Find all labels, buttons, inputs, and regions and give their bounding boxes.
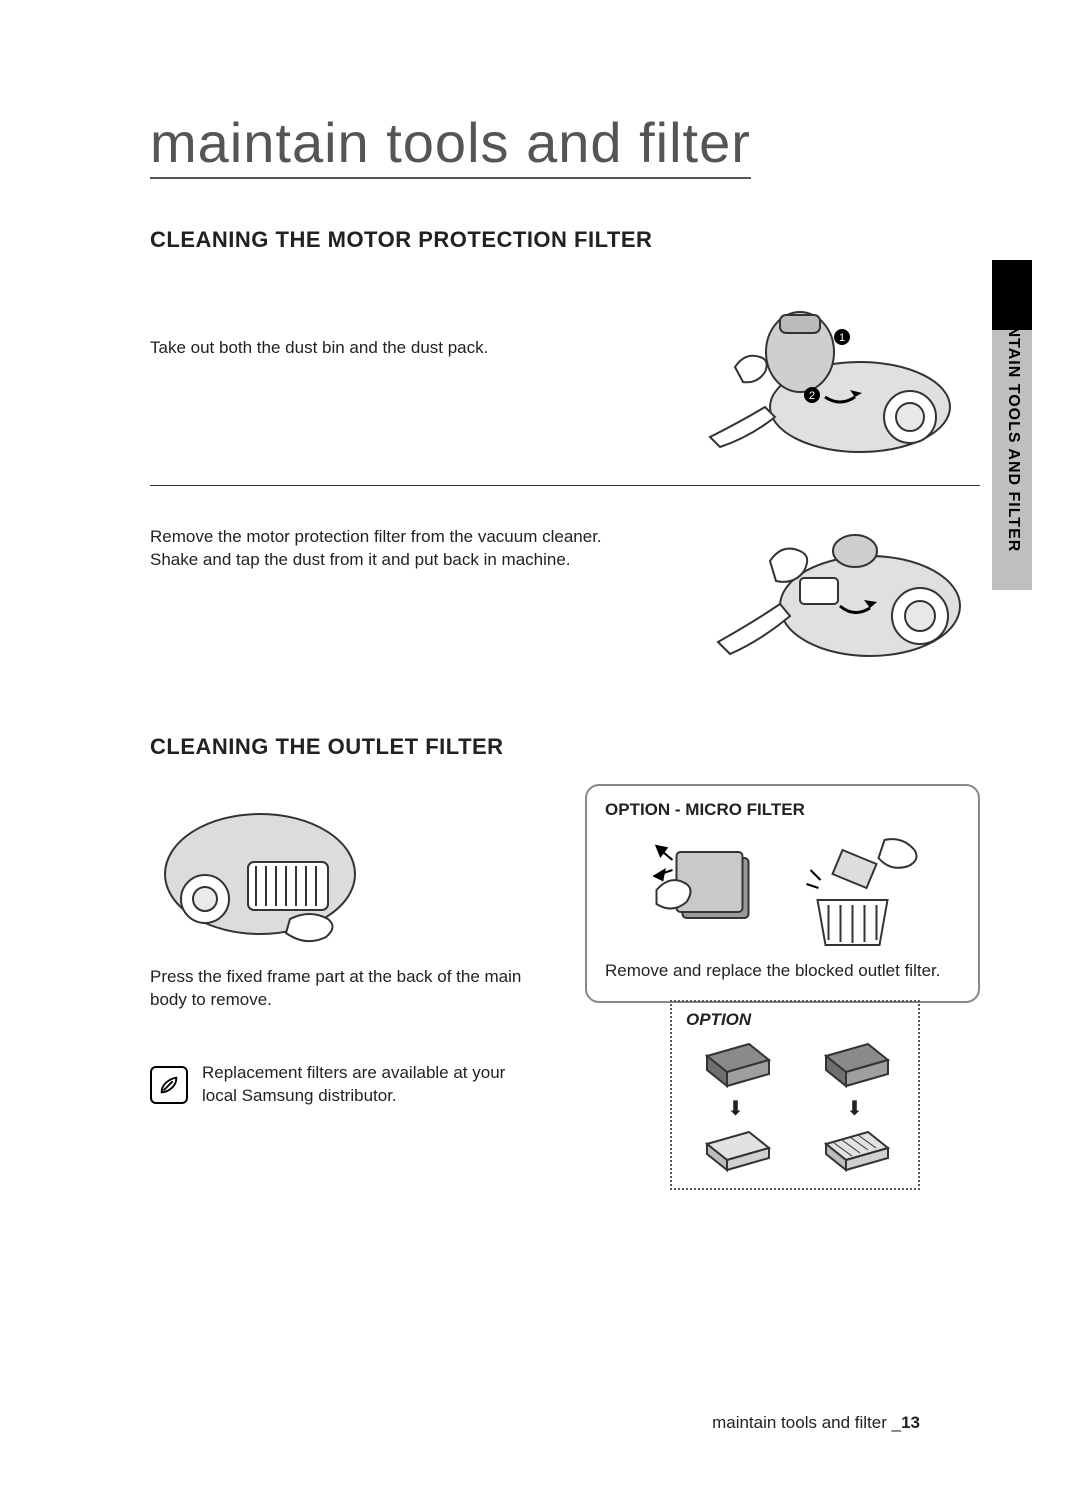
footer-page-number: 13 [901, 1413, 920, 1432]
option-micro-filter-box: OPTION - MICRO FILTER [585, 784, 980, 1003]
step-text-2: Remove the motor protection filter from … [150, 506, 656, 572]
note-text: Replacement filters are available at you… [202, 1062, 532, 1108]
footer-text: maintain tools and filter _ [712, 1413, 901, 1432]
filter-top-right-icon [816, 1040, 894, 1092]
step-figure-2 [680, 506, 980, 666]
step-text-1: Take out both the dust bin and the dust … [150, 297, 656, 360]
arrow-down-left-icon: ⬇ [727, 1099, 744, 1119]
micro-filter-illustration-icon [605, 830, 960, 950]
option-dashed-title: OPTION [686, 1010, 908, 1030]
option-dashed-box: OPTION ⬇ ⬇ [670, 1000, 920, 1190]
leaf-note-icon [158, 1074, 180, 1096]
section-heading-motor-filter: CLEANING THE MOTOR PROTECTION FILTER [150, 227, 980, 253]
arrow-down-right-icon: ⬇ [846, 1099, 863, 1119]
outlet-grid: Press the fixed frame part at the back o… [150, 784, 980, 1012]
vacuum-illustration-1-icon: 1 2 [680, 297, 980, 457]
note-icon [150, 1066, 188, 1104]
outlet-right-column: OPTION - MICRO FILTER [585, 784, 980, 1012]
page-footer: maintain tools and filter _13 [712, 1413, 920, 1433]
option-micro-filter-figure [605, 830, 960, 950]
option-micro-filter-caption: Remove and replace the blocked outlet fi… [605, 960, 960, 983]
section-heading-outlet-filter: CLEANING THE OUTLET FILTER [150, 734, 980, 760]
option-micro-filter-title: OPTION - MICRO FILTER [605, 800, 960, 820]
chapter-tab-label: 03 MAINTAIN TOOLS AND FILTER [1004, 268, 1022, 588]
step-row-2: Remove the motor protection filter from … [150, 486, 980, 694]
step-figure-1: 1 2 [680, 297, 980, 457]
filter-bottom-left-icon [697, 1126, 775, 1178]
outlet-figure-left [150, 784, 380, 954]
vacuum-back-illustration-icon [150, 784, 380, 954]
filter-bottom-right-icon [816, 1126, 894, 1178]
vacuum-illustration-2-icon [680, 506, 980, 666]
option-dashed-grid: ⬇ ⬇ [682, 1036, 908, 1182]
callout-2: 2 [809, 390, 815, 402]
filter-top-left-icon [697, 1040, 775, 1092]
callout-1: 1 [839, 332, 845, 344]
outlet-left-column: Press the fixed frame part at the back o… [150, 784, 545, 1012]
step-row-1: Take out both the dust bin and the dust … [150, 277, 980, 486]
outlet-left-caption: Press the fixed frame part at the back o… [150, 966, 545, 1012]
manual-page: 03 MAINTAIN TOOLS AND FILTER maintain to… [0, 0, 1080, 1493]
page-title: maintain tools and filter [150, 110, 751, 179]
